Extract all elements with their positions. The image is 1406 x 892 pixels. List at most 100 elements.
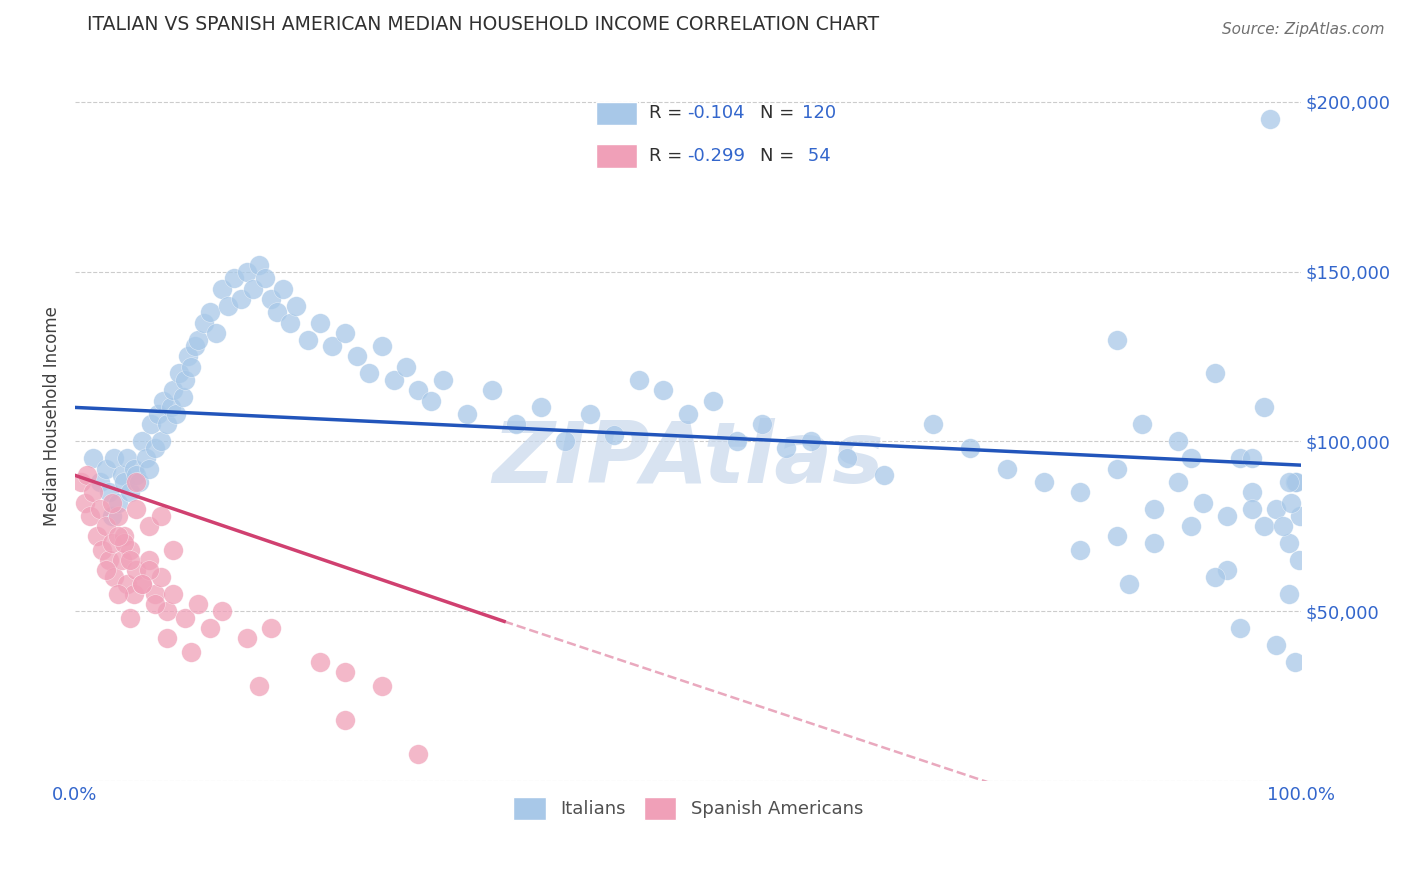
Point	[1118, 577, 1140, 591]
Point	[103, 451, 125, 466]
Text: ZIPAtlas: ZIPAtlas	[492, 418, 884, 501]
Point	[172, 390, 194, 404]
Point	[247, 679, 270, 693]
Point	[995, 461, 1018, 475]
Point	[1278, 475, 1301, 490]
Point	[193, 316, 215, 330]
Point	[229, 292, 252, 306]
Point	[676, 407, 699, 421]
Point	[273, 281, 295, 295]
Point	[370, 679, 392, 693]
Point	[122, 587, 145, 601]
Point	[122, 461, 145, 475]
Point	[408, 384, 430, 398]
Point	[125, 468, 148, 483]
Point	[128, 475, 150, 490]
Text: Source: ZipAtlas.com: Source: ZipAtlas.com	[1222, 22, 1385, 37]
Point	[800, 434, 823, 449]
Point	[1229, 451, 1251, 466]
Point	[177, 350, 200, 364]
Point	[148, 407, 170, 421]
Point	[419, 393, 441, 408]
Point	[1278, 587, 1301, 601]
Point	[79, 509, 101, 524]
Point	[432, 373, 454, 387]
Point	[73, 495, 96, 509]
Point	[1180, 451, 1202, 466]
Point	[1032, 475, 1054, 490]
Point	[333, 713, 356, 727]
Point	[1204, 367, 1226, 381]
Point	[235, 264, 257, 278]
Point	[131, 577, 153, 591]
Point	[94, 461, 117, 475]
Point	[751, 417, 773, 432]
Point	[333, 326, 356, 340]
Point	[725, 434, 748, 449]
Point	[94, 519, 117, 533]
Point	[138, 553, 160, 567]
Point	[1107, 333, 1129, 347]
Point	[309, 655, 332, 669]
Point	[1253, 401, 1275, 415]
Point	[1240, 502, 1263, 516]
Point	[159, 401, 181, 415]
Point	[395, 359, 418, 374]
Point	[837, 451, 859, 466]
Point	[1107, 461, 1129, 475]
Point	[456, 407, 478, 421]
Point	[242, 281, 264, 295]
Point	[922, 417, 945, 432]
Point	[370, 339, 392, 353]
Point	[101, 536, 124, 550]
Point	[198, 621, 221, 635]
Point	[1240, 451, 1263, 466]
Point	[205, 326, 228, 340]
Point	[1143, 502, 1166, 516]
Point	[211, 281, 233, 295]
Point	[187, 333, 209, 347]
Point	[217, 299, 239, 313]
Point	[94, 564, 117, 578]
Point	[180, 645, 202, 659]
Point	[481, 384, 503, 398]
Point	[162, 587, 184, 601]
Point	[156, 417, 179, 432]
Legend: Italians, Spanish Americans: Italians, Spanish Americans	[506, 790, 870, 827]
Point	[143, 598, 166, 612]
Point	[1069, 485, 1091, 500]
Point	[346, 350, 368, 364]
Point	[1229, 621, 1251, 635]
Point	[1216, 509, 1239, 524]
Point	[101, 509, 124, 524]
Point	[131, 434, 153, 449]
Point	[1216, 564, 1239, 578]
Point	[149, 434, 172, 449]
Point	[1240, 485, 1263, 500]
Point	[1278, 536, 1301, 550]
Point	[180, 359, 202, 374]
Point	[1284, 655, 1306, 669]
Point	[266, 305, 288, 319]
Point	[284, 299, 307, 313]
Point	[101, 495, 124, 509]
Point	[162, 543, 184, 558]
Point	[115, 577, 138, 591]
Point	[120, 485, 142, 500]
Point	[86, 529, 108, 543]
Point	[120, 553, 142, 567]
Point	[156, 604, 179, 618]
Point	[1285, 475, 1308, 490]
Point	[82, 485, 104, 500]
Point	[1279, 495, 1302, 509]
Point	[103, 570, 125, 584]
Point	[321, 339, 343, 353]
Point	[603, 427, 626, 442]
Point	[112, 475, 135, 490]
Point	[112, 529, 135, 543]
Point	[1069, 543, 1091, 558]
Point	[89, 475, 111, 490]
Point	[156, 632, 179, 646]
Point	[120, 611, 142, 625]
Point	[76, 468, 98, 483]
